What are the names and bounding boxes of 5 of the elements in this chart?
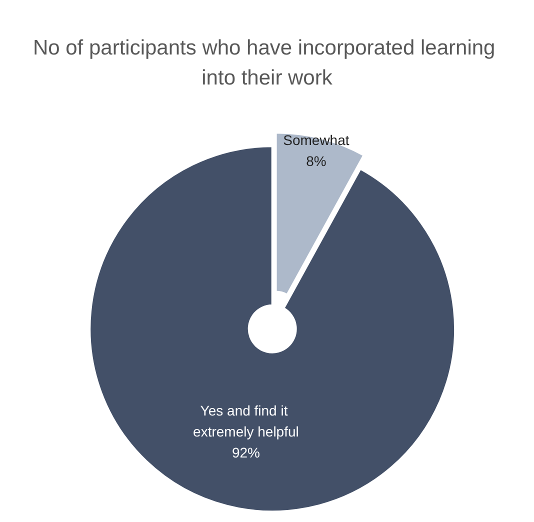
data-label: 8% xyxy=(306,153,326,170)
data-label: 92% xyxy=(232,444,260,461)
slice-label: Yes and find it extremely helpful xyxy=(193,402,299,440)
slice-label: Somewhat xyxy=(283,132,350,148)
chart-title: No of participants who have incorporated learning into their work xyxy=(32,36,502,90)
